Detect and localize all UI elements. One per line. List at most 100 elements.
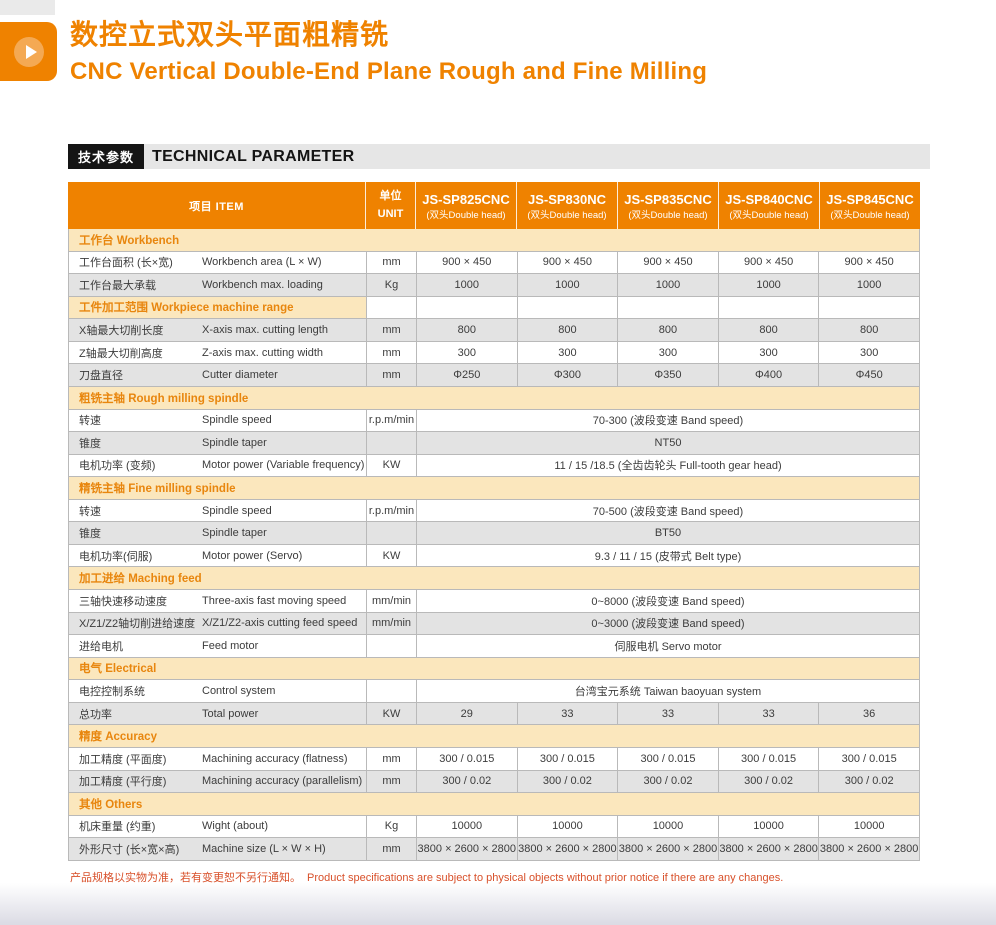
value-cell: 3800 × 2600 × 2800: [416, 838, 517, 860]
value-cell: Φ350: [617, 364, 718, 386]
unit-cell: mm/min: [366, 612, 416, 635]
spec-table: 项目 ITEM 单位 UNIT JS-SP825CNC (双头Double hea…: [68, 182, 920, 861]
spec-row: 机床重量 (约重) Wight (about) Kg 10000 10000 10000 1…: [69, 815, 919, 839]
span-value-cell: BT50: [416, 522, 919, 544]
section-row: 工件加工范围 Workpiece machine range: [69, 296, 919, 320]
spec-row: Z轴最大切削高度 Z-axis max. cutting width mm 300 30…: [69, 341, 919, 365]
spec-row: 三轴快速移动速度 Three-axis fast moving speed mm/m…: [69, 590, 919, 613]
value-cell: 300 / 0.02: [516, 770, 618, 793]
value-cell: 300 / 0.015: [416, 747, 517, 770]
value-cell: 1000: [516, 274, 618, 296]
value-cell: 300: [516, 341, 618, 364]
spec-row: 工作台面积 (长×宽) Workbench area (L × W) mm 900 ×…: [69, 251, 919, 275]
value-cell: 300 / 0.02: [416, 770, 517, 793]
item-cell: 电机功率(伺服) Motor power (Servo): [69, 545, 366, 567]
item-name-zh: 锥度: [79, 437, 101, 450]
unit-cell: r.p.m/min: [366, 409, 416, 432]
item-name-en: Motor power (Servo): [202, 549, 303, 562]
unit-cell: mm: [366, 770, 416, 793]
item-name-zh: 三轴快速移动速度: [79, 595, 167, 608]
value-cell: Φ450: [818, 364, 919, 386]
value-cell: 300 / 0.015: [516, 747, 618, 770]
model-subtitle: (双头Double head): [729, 210, 809, 221]
column-header-model: JS-SP840CNC (双头Double head): [718, 182, 819, 229]
item-name-zh: 工作台最大承载: [79, 279, 156, 292]
value-cell: 800: [818, 319, 919, 341]
section-row: 电气 Electrical: [69, 657, 919, 681]
item-cell: 加工精度 (平行度) Machining accuracy (parallelis…: [69, 771, 366, 793]
item-name-en: Workbench max. loading: [202, 278, 323, 291]
item-name-en: Workbench area (L × W): [202, 256, 322, 269]
value-cell: 10000: [617, 815, 718, 838]
section-label: 电气 Electrical: [79, 663, 157, 676]
item-cell: Z轴最大切削高度 Z-axis max. cutting width: [69, 342, 366, 364]
column-header-item: 项目 ITEM: [189, 200, 244, 213]
column-header-model: JS-SP845CNC (双头Double head): [819, 182, 920, 229]
model-name: JS-SP845CNC: [826, 192, 914, 207]
value-cell: 36: [818, 702, 919, 725]
item-cell: 锥度 Spindle taper: [69, 432, 366, 454]
parameter-label-en: TECHNICAL PARAMETER: [152, 147, 355, 165]
model-name: JS-SP830NC: [527, 192, 607, 207]
value-cell: 10000: [416, 815, 517, 838]
value-cell: Φ300: [516, 364, 618, 386]
footer-note: 产品规格以实物为准，若有变更恕不另行通知。 Product specificati…: [70, 869, 783, 885]
item-name-zh: X/Z1/Z2轴切削进给速度: [79, 618, 196, 631]
unit-cell: Kg: [366, 815, 416, 838]
unit-cell: [366, 635, 416, 657]
unit-cell: mm/min: [366, 590, 416, 612]
span-value-cell: 伺服电机 Servo motor: [416, 635, 919, 657]
unit-cell: [366, 680, 416, 702]
item-name-en: Spindle speed: [202, 414, 272, 427]
section-label: 粗铣主轴 Rough milling spindle: [79, 392, 249, 405]
value-cell: 3800 × 2600 × 2800: [516, 838, 618, 860]
spec-row: 总功率 Total power KW 29 33 33 33 36: [69, 702, 919, 726]
item-name-en: Spindle taper: [202, 436, 267, 449]
unit-cell: [366, 296, 416, 319]
item-name-zh: 刀盘直径: [79, 370, 123, 383]
unit-cell: [366, 522, 416, 544]
item-name-zh: 进给电机: [79, 640, 123, 653]
item-name-en: Three-axis fast moving speed: [202, 594, 347, 607]
value-cell: 3800 × 2600 × 2800: [617, 838, 718, 860]
item-cell: 进给电机 Feed motor: [69, 635, 366, 657]
item-name-en: Control system: [202, 685, 276, 698]
item-name-zh: 锥度: [79, 528, 101, 541]
unit-cell: mm: [366, 838, 416, 860]
value-cell: 900 × 450: [516, 251, 618, 274]
value-cell: 300: [717, 341, 819, 364]
value-cell: 300 / 0.015: [818, 747, 919, 770]
span-value-cell: NT50: [416, 432, 919, 454]
spec-row: X/Z1/Z2轴切削进给速度 X/Z1/Z2-axis cutting feed …: [69, 612, 919, 636]
section-label: 精度 Accuracy: [79, 731, 157, 744]
spec-row: 锥度 Spindle taper NT50: [69, 432, 919, 455]
value-cell: 800: [516, 319, 618, 341]
value-cell: 900 × 450: [416, 251, 517, 274]
item-name-en: Spindle taper: [202, 527, 267, 540]
play-triangle-icon: [26, 45, 37, 59]
item-name-en: Machine size (L × W × H): [202, 842, 326, 855]
item-cell: 外形尺寸 (长×宽×高) Machine size (L × W × H): [69, 838, 366, 860]
spec-row: 加工精度 (平行度) Machining accuracy (parallelis…: [69, 770, 919, 794]
unit-cell: KW: [366, 702, 416, 725]
model-name: JS-SP835CNC: [624, 192, 712, 207]
unit-cell: r.p.m/min: [366, 499, 416, 522]
section-label: 其他 Others: [79, 798, 143, 811]
spec-row: 刀盘直径 Cutter diameter mm Φ250 Φ300 Φ350 Φ400 Φ45…: [69, 364, 919, 387]
unit-label-zh: 单位: [379, 189, 402, 202]
item-cell: 总功率 Total power: [69, 703, 366, 725]
spec-row: 工作台最大承载 Workbench max. loading Kg 1000 1000 1…: [69, 274, 919, 297]
spec-row: 转速 Spindle speed r.p.m/min 70-500 (波段变速 Ban…: [69, 499, 919, 523]
value-cell: [818, 296, 919, 319]
column-header-model: JS-SP830NC (双头Double head): [516, 182, 617, 229]
unit-label-en: UNIT: [377, 207, 404, 220]
value-cell: 800: [717, 319, 819, 341]
item-name-zh: 转速: [79, 505, 101, 518]
unit-cell: mm: [366, 341, 416, 364]
span-value-cell: 0~3000 (波段变速 Band speed): [416, 612, 919, 635]
item-name-en: Machining accuracy (flatness): [202, 752, 348, 765]
value-cell: 800: [617, 319, 718, 341]
spec-row: X轴最大切削长度 X-axis max. cutting length mm 800 8…: [69, 319, 919, 342]
item-name-en: Wight (about): [202, 820, 269, 833]
